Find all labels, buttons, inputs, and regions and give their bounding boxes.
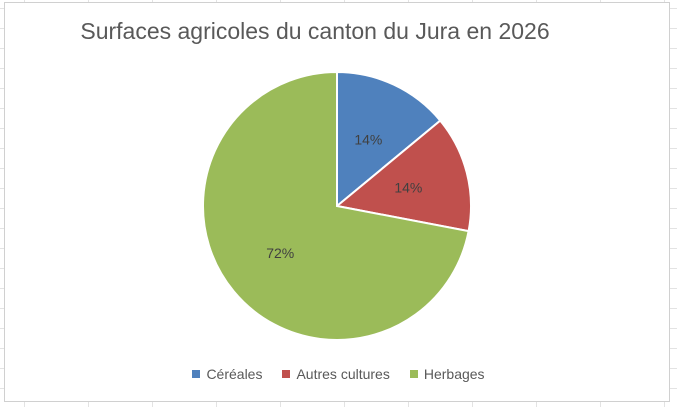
legend-swatch-autres-cultures [282,370,291,378]
legend-item-autres-cultures: Autres cultures [282,366,390,382]
pie-slice-cereales[interactable] [336,70,442,209]
legend-item-cereales: Céréales [192,366,262,382]
legend-label-cereales: Céréales [206,366,263,382]
pie-slice-herbages[interactable] [202,70,470,341]
chart-title: Surfaces agricoles du canton du Jura en … [80,18,550,44]
legend-label-autres-cultures: Autres cultures [296,366,390,382]
pie-slice-autres-cultures[interactable] [334,119,472,233]
legend-swatch-herbages [409,370,418,378]
legend-swatch-cereales [192,370,201,378]
legend-label-herbages: Herbages [423,366,485,382]
data-label-herbages: 72% [266,245,294,261]
data-label-cereales: 14% [354,131,382,147]
legend-item-herbages: Herbages [409,366,485,382]
chart-legend: Céréales Autres cultures Herbages [0,366,677,382]
data-label-autres-cultures: 14% [394,180,422,196]
